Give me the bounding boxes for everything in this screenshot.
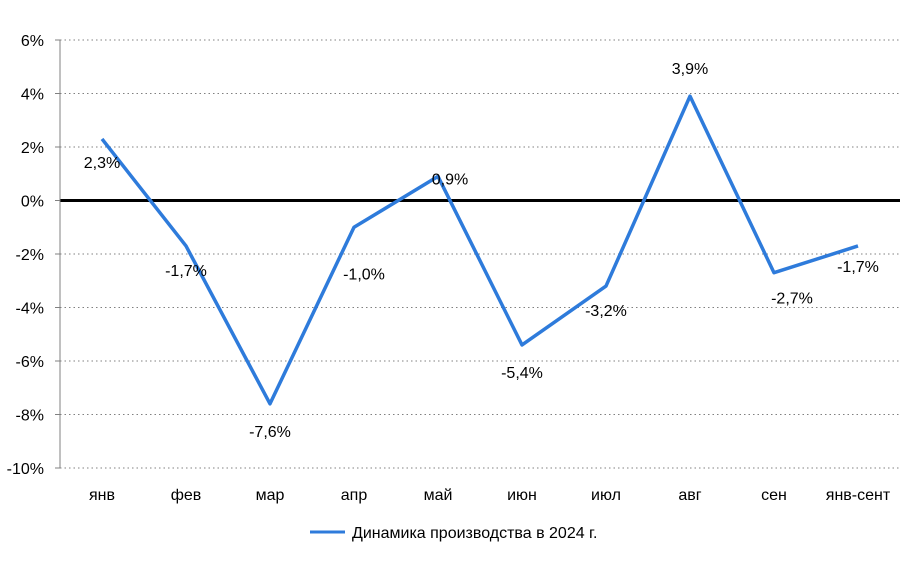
- series: [100, 94, 859, 406]
- y-tick-label: -2%: [16, 247, 44, 264]
- y-axis: 6% 4% 2% 0% -2% -4% -6% -8% -10%: [7, 33, 61, 478]
- data-label: -1,7%: [165, 263, 207, 280]
- x-tick-label: мар: [256, 487, 285, 504]
- y-tick-label: 2%: [21, 140, 44, 157]
- data-label: -3,2%: [585, 303, 627, 320]
- series-line: [100, 94, 859, 406]
- y-tick-label: -10%: [7, 461, 44, 478]
- data-label: -1,7%: [837, 259, 879, 276]
- x-tick-label: июл: [591, 487, 621, 504]
- y-tick-label: 6%: [21, 33, 44, 50]
- data-label: 2,3%: [84, 155, 120, 172]
- x-tick-label: сен: [761, 487, 787, 504]
- data-label: -2,7%: [771, 291, 813, 308]
- x-tick-label: авг: [678, 487, 701, 504]
- legend-label: Динамика производства в 2024 г.: [352, 525, 597, 542]
- data-label: -1,0%: [343, 266, 385, 283]
- gridlines: [60, 39, 900, 469]
- data-label: 0,9%: [432, 171, 468, 188]
- data-labels: 2,3% -1,7% -7,6% -1,0% 0,9% -5,4% -3,2% 3,9% -2,…: [84, 61, 879, 441]
- y-tick-label: -6%: [16, 354, 44, 371]
- y-tick-label: 4%: [21, 87, 44, 104]
- x-tick-label: апр: [341, 487, 368, 504]
- x-tick-label: фев: [171, 487, 202, 504]
- x-axis: янв фев мар апр май июн июл авг сен янв-сент: [89, 487, 891, 504]
- x-tick-label: янв-сент: [826, 487, 891, 504]
- data-label: -7,6%: [249, 424, 291, 441]
- y-tick-label: -8%: [16, 408, 44, 425]
- legend: Динамика производства в 2024 г.: [310, 525, 597, 542]
- x-tick-label: май: [424, 487, 453, 504]
- x-tick-label: янв: [89, 487, 115, 504]
- x-tick-label: июн: [507, 487, 537, 504]
- y-tick-label: -4%: [16, 301, 44, 318]
- data-label: -5,4%: [501, 365, 543, 382]
- y-tick-label: 0%: [21, 194, 44, 211]
- data-label: 3,9%: [672, 61, 708, 78]
